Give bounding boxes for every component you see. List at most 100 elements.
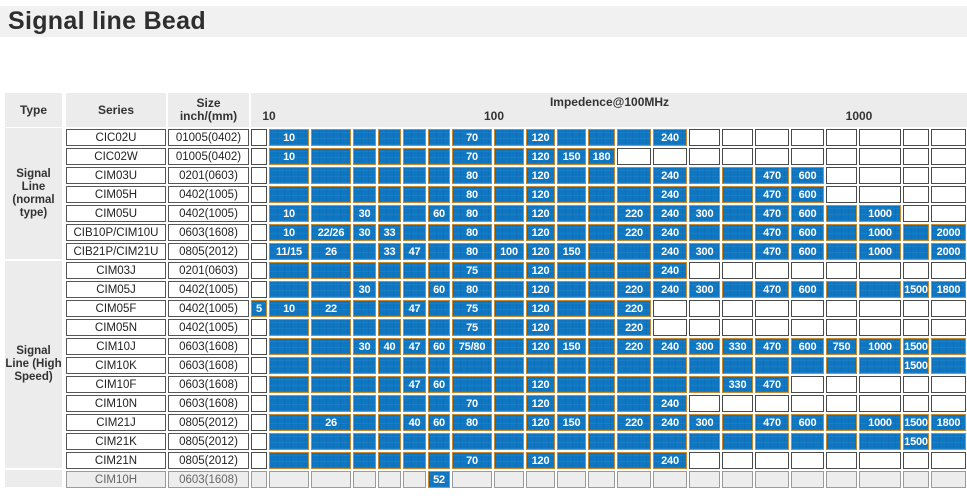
impedance-cell — [311, 148, 351, 165]
impedance-cell — [755, 395, 789, 412]
impedance-cell — [588, 395, 615, 412]
table-row: CIM10J 0603(1608) 30 40 47 60 75/80 120 150 220 24… — [5, 337, 967, 356]
table-row: CIM05N 0402(1005) 75 120 220 — [5, 318, 967, 337]
impedance-cell — [903, 167, 929, 184]
impedance-cell — [931, 167, 966, 184]
impedance-cell: 10 — [269, 300, 309, 317]
impedance-cell: 1800 — [931, 281, 966, 298]
impedance-cell — [251, 129, 267, 146]
impedance-cell — [403, 205, 426, 222]
impedance-cell — [269, 186, 309, 203]
impedance-cell: 600 — [791, 338, 824, 355]
impedance-cell — [557, 186, 586, 203]
impedance-cell: 60 — [428, 281, 450, 298]
impedance-cell — [931, 433, 966, 450]
series-cell: CIM10H — [66, 471, 166, 488]
impedance-cell — [755, 452, 789, 469]
impedance-cell: 120 — [526, 395, 555, 412]
impedance-cell — [403, 148, 426, 165]
impedance-cell: 220 — [617, 319, 651, 336]
impedance-cell — [452, 376, 492, 393]
impedance-cell — [353, 243, 376, 260]
impedance-cell: 240 — [653, 281, 687, 298]
impedance-cell — [931, 376, 966, 393]
impedance-cell — [251, 357, 267, 374]
size-cell: 0402(1005) — [168, 205, 249, 222]
impedance-cell — [494, 281, 524, 298]
table-row: CIC02U 01005(0402) 10 70 120 240 — [5, 128, 967, 147]
impedance-cell — [452, 471, 492, 488]
impedance-cell: 30 — [353, 224, 376, 241]
impedance-cell: 150 — [557, 243, 586, 260]
impedance-cell — [722, 243, 753, 260]
type-group-cell: Signal Line (High Speed) — [5, 261, 62, 468]
impedance-cell: 1500 — [903, 433, 929, 450]
impedance-cell: 300 — [689, 281, 720, 298]
impedance-cell: 150 — [557, 338, 586, 355]
impedance-cell: 33 — [378, 224, 401, 241]
impedance-cell: 30 — [353, 205, 376, 222]
impedance-cell — [653, 300, 687, 317]
table-row: CIB21P/CIM21U 0805(2012) 11/15 26 33 47 80 100 1… — [5, 242, 967, 261]
impedance-cell — [378, 376, 401, 393]
impedance-scale-marker: 10 — [262, 109, 276, 123]
impedance-cell — [755, 433, 789, 450]
impedance-cell — [826, 262, 857, 279]
impedance-cell: 240 — [653, 129, 687, 146]
impedance-scale-marker: 100 — [483, 109, 505, 123]
impedance-cell — [826, 452, 857, 469]
impedance-cell — [903, 376, 929, 393]
impedance-cell: 2000 — [931, 224, 966, 241]
impedance-cell: 60 — [428, 414, 450, 431]
table-row: CIM05H 0402(1005) 80 120 240 470 600 — [5, 185, 967, 204]
impedance-cell — [428, 433, 450, 450]
impedance-cell: 75 — [452, 319, 492, 336]
impedance-cell — [826, 167, 857, 184]
impedance-cell — [859, 376, 901, 393]
impedance-cell: 470 — [755, 281, 789, 298]
impedance-cell — [931, 186, 966, 203]
impedance-cell — [557, 281, 586, 298]
impedance-cell — [251, 433, 267, 450]
series-cell: CIM10J — [66, 338, 166, 355]
series-cell: CIM10F — [66, 376, 166, 393]
impedance-cell — [353, 300, 376, 317]
impedance-cell — [791, 300, 824, 317]
impedance-cell: 220 — [617, 224, 651, 241]
impedance-cell: 10 — [269, 148, 309, 165]
impedance-cell — [428, 243, 450, 260]
impedance-cell — [494, 129, 524, 146]
impedance-cell — [931, 205, 966, 222]
impedance-cell — [269, 338, 309, 355]
impedance-cell: 600 — [791, 224, 824, 241]
impedance-cell: 120 — [526, 205, 555, 222]
impedance-cell: 470 — [755, 224, 789, 241]
size-cell: 0805(2012) — [168, 452, 249, 469]
impedance-cell: 70 — [452, 148, 492, 165]
impedance-cell: 220 — [617, 300, 651, 317]
impedance-cell — [903, 186, 929, 203]
impedance-cell — [588, 167, 615, 184]
impedance-cell — [903, 148, 929, 165]
impedance-cell: 11/15 — [269, 243, 309, 260]
size-cell: 0805(2012) — [168, 433, 249, 450]
impedance-cell — [689, 395, 720, 412]
impedance-cell: 10 — [269, 129, 309, 146]
impedance-cell — [588, 281, 615, 298]
impedance-cell: 220 — [617, 414, 651, 431]
impedance-cell: 300 — [689, 243, 720, 260]
table-row: CIM05F 0402(1005) 5 10 22 47 75 120 220 — [5, 299, 967, 318]
impedance-cell — [494, 167, 524, 184]
impedance-cell — [251, 414, 267, 431]
impedance-cell: 300 — [689, 338, 720, 355]
impedance-cell — [931, 357, 966, 374]
table-row: CIM03U 0201(0603) 80 120 240 470 600 — [5, 166, 967, 185]
impedance-cell — [494, 300, 524, 317]
impedance-cell: 47 — [403, 243, 426, 260]
impedance-cell — [826, 319, 857, 336]
impedance-cell — [826, 186, 857, 203]
impedance-cell: 470 — [755, 186, 789, 203]
impedance-cell — [557, 471, 586, 488]
impedance-cell — [378, 186, 401, 203]
impedance-cell — [378, 319, 401, 336]
